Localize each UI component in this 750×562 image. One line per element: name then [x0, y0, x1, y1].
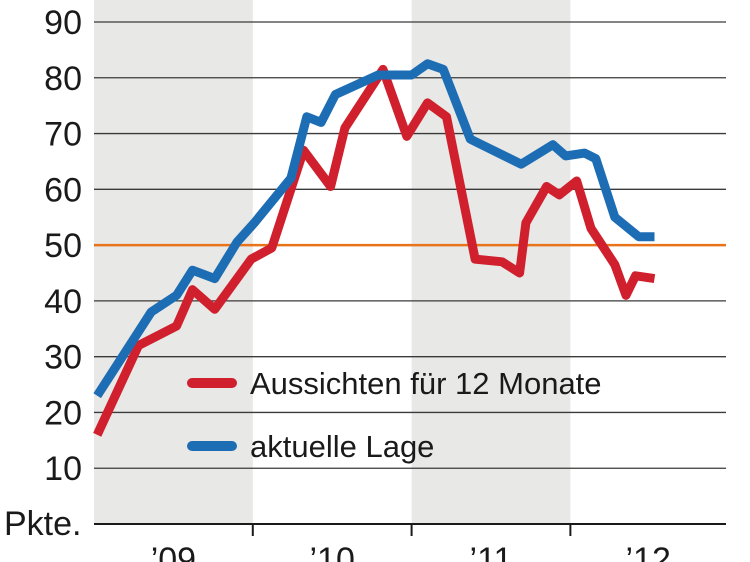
y-tick-label-10: 10 [44, 450, 82, 488]
legend: Aussichten für 12 Monate aktuelle Lage [187, 366, 602, 464]
series-lines [93, 59, 656, 437]
series-line-aktuelle-lage [93, 59, 655, 399]
x-axis-year-labels: ’09 ’10 ’11 ’12 [151, 541, 671, 562]
y-tick-label-90: 90 [44, 4, 82, 42]
x-tick-label-2011: ’11 [470, 541, 513, 562]
y-tick-label-20: 20 [44, 394, 82, 432]
x-tick-label-2012: ’12 [626, 541, 671, 562]
x-tick-label-2009: ’09 [151, 541, 196, 562]
y-tick-label-60: 60 [44, 171, 82, 209]
y-tick-label-50: 50 [44, 227, 82, 265]
y-tick-label-40: 40 [44, 283, 82, 321]
y-axis-tick-labels: 10 20 30 40 50 60 70 80 90 [44, 4, 82, 488]
y-axis-unit-label: Pkte. [4, 505, 81, 543]
y-tick-label-80: 80 [44, 60, 82, 98]
legend-label-aktuelle-lage: aktuelle Lage [250, 429, 434, 464]
x-axis [94, 523, 726, 536]
y-tick-label-30: 30 [44, 339, 82, 377]
series-line-aussichten [93, 64, 656, 437]
y-tick-label-70: 70 [44, 116, 82, 154]
x-tick-label-2010: ’10 [310, 541, 355, 562]
legend-label-aussichten: Aussichten für 12 Monate [250, 366, 602, 401]
